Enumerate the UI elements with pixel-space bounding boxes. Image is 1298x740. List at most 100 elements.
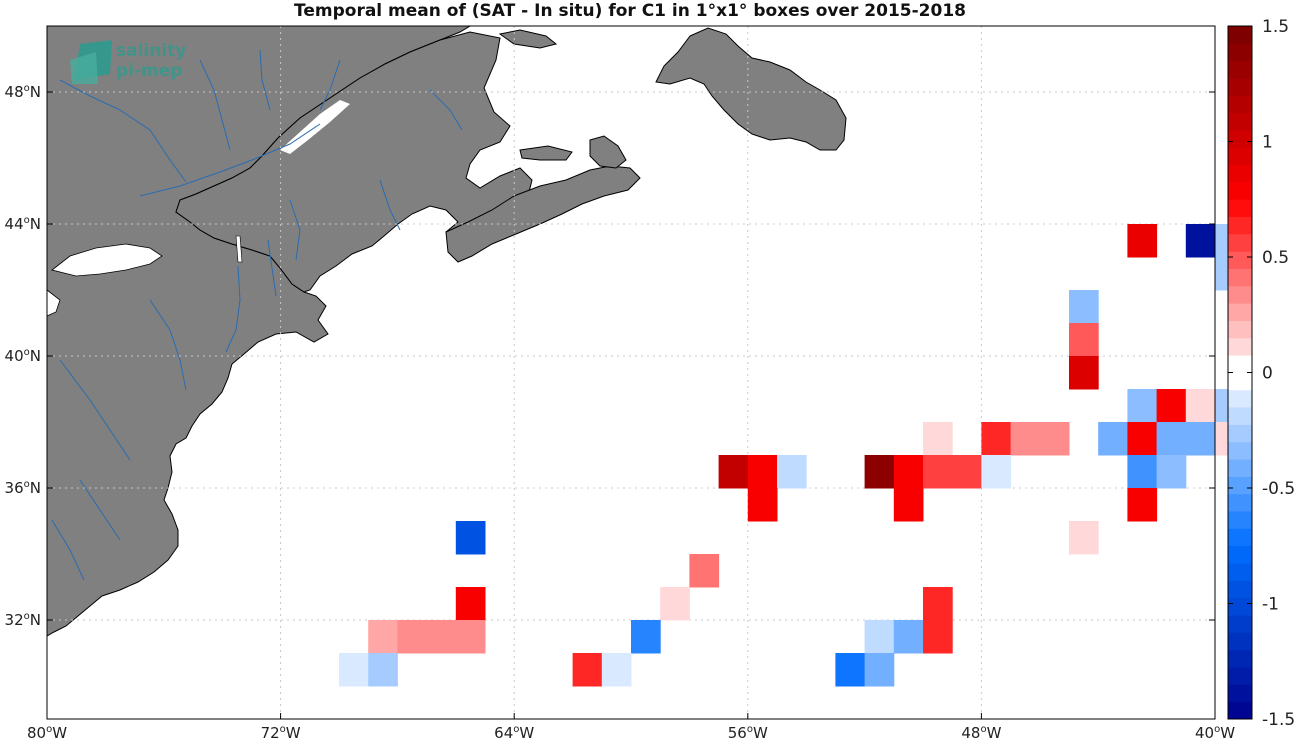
heatmap-cell <box>981 422 1012 456</box>
colorbar-level <box>1228 164 1252 183</box>
heatmap-cell <box>893 455 924 489</box>
logo-line-1: salinity <box>116 41 186 61</box>
heatmap-cell <box>572 653 603 687</box>
colorbar-level <box>1228 563 1252 581</box>
heatmap-cell <box>1127 422 1158 456</box>
heatmap-cell <box>689 554 720 588</box>
heatmap-cell <box>397 620 428 654</box>
colorbar-level <box>1228 684 1252 703</box>
colorbar-tick-label: 0 <box>1262 364 1273 384</box>
heatmap-cell <box>1156 422 1187 456</box>
colorbar-level <box>1228 285 1252 304</box>
heatmap-cell <box>660 587 690 621</box>
lon-tick-label: 40oW <box>1195 724 1235 740</box>
lon-tick-label: 48oW <box>961 724 1001 740</box>
heatmap-cell <box>1185 422 1216 456</box>
colorbar-level <box>1228 424 1252 443</box>
heatmap-cell <box>923 422 953 456</box>
heatmap-cell <box>835 653 866 687</box>
river <box>267 239 277 297</box>
colorbar-level <box>1228 268 1252 287</box>
heatmap-cell <box>893 488 924 522</box>
lat-tick-label: 40oN <box>5 347 41 365</box>
heatmap-cell <box>923 620 953 654</box>
map-area: salinity pi-mep <box>46 25 1245 720</box>
river <box>79 479 121 541</box>
heatmap-cell <box>923 587 953 621</box>
colorbar-level <box>1228 320 1252 339</box>
heatmap-cell <box>864 653 895 687</box>
colorbar-level <box>1228 493 1252 512</box>
river <box>225 265 241 353</box>
colorbar-level <box>1228 233 1252 252</box>
heatmap-cell <box>952 455 982 489</box>
prince-edward-island <box>519 145 573 161</box>
colorbar-level <box>1228 667 1252 685</box>
heatmap-cell <box>455 587 486 621</box>
heatmap-cell <box>426 620 457 654</box>
heatmap-cell <box>1039 422 1070 456</box>
heatmap-cell <box>893 620 924 654</box>
colorbar-level <box>1228 216 1252 235</box>
heatmap-cell <box>747 488 778 522</box>
lon-tick-label: 80oW <box>27 724 67 740</box>
heatmap-cell <box>1069 323 1099 357</box>
colorbar-level <box>1228 615 1252 633</box>
colorbar-level <box>1228 303 1252 321</box>
colorbar-level <box>1228 528 1252 547</box>
heatmap-cell <box>1069 521 1099 555</box>
latitude-ticks: 48oN 44oN 40oN 36oN 32oN <box>5 83 1215 629</box>
rivers <box>51 49 463 581</box>
colorbar-level <box>1228 77 1252 96</box>
heatmap-cell <box>1156 389 1187 423</box>
lat-tick-label: 44oN <box>5 215 41 233</box>
heatmap-cell <box>601 653 632 687</box>
river <box>119 109 187 183</box>
colorbar-level <box>1228 112 1252 131</box>
map-title: Temporal mean of (SAT - In situ) for C1 … <box>294 1 966 21</box>
colorbar-tick-label: -1 <box>1262 595 1279 615</box>
heatmap-cell <box>864 620 895 654</box>
heatmap-cell <box>1098 422 1128 456</box>
river <box>199 59 231 151</box>
colorbar-level <box>1228 337 1252 356</box>
colorbar-ticks: 1.5 1 0.5 0 -0.5 -1 -1.5 <box>1228 17 1295 730</box>
colorbar-level <box>1228 597 1252 616</box>
map-frame <box>46 25 1216 720</box>
heatmap-cell <box>864 455 895 489</box>
colorbar-level <box>1228 649 1252 668</box>
colorbar-level <box>1228 43 1252 62</box>
colorbar-level <box>1228 199 1252 217</box>
colorbar-level <box>1228 26 1252 44</box>
lon-tick-label: 64oW <box>494 724 534 740</box>
river <box>59 359 131 461</box>
lake-champlain <box>235 235 243 263</box>
heatmap-cell <box>339 653 369 687</box>
cape-breton-land <box>589 135 627 169</box>
colorbar-level <box>1228 459 1252 477</box>
heatmap-cell <box>1185 224 1216 258</box>
heatmap-cell <box>631 620 661 654</box>
logo-icon-shade <box>70 52 98 84</box>
river <box>51 519 85 581</box>
river <box>289 199 301 261</box>
st-lawrence-river <box>139 123 321 197</box>
heatmap-cell <box>1156 455 1187 489</box>
newfoundland-land <box>655 27 847 151</box>
river <box>149 299 187 391</box>
salinity-pi-mep-logo: salinity pi-mep <box>70 40 186 84</box>
heatmap-cell <box>1069 290 1099 324</box>
colorbar <box>1227 25 1253 720</box>
heatmap-cell <box>1127 455 1158 489</box>
colorbar-tick-label: -0.5 <box>1262 479 1295 499</box>
heatmap-cell <box>455 521 486 555</box>
heatmap-cell <box>368 653 398 687</box>
lat-tick-label: 48oN <box>5 83 41 101</box>
river <box>259 49 271 111</box>
colorbar-level <box>1228 545 1252 564</box>
heatmap-cell <box>923 455 953 489</box>
heatmap-cell <box>981 455 1012 489</box>
colorbar-level <box>1228 147 1252 165</box>
heatmap-cell <box>1127 389 1158 423</box>
